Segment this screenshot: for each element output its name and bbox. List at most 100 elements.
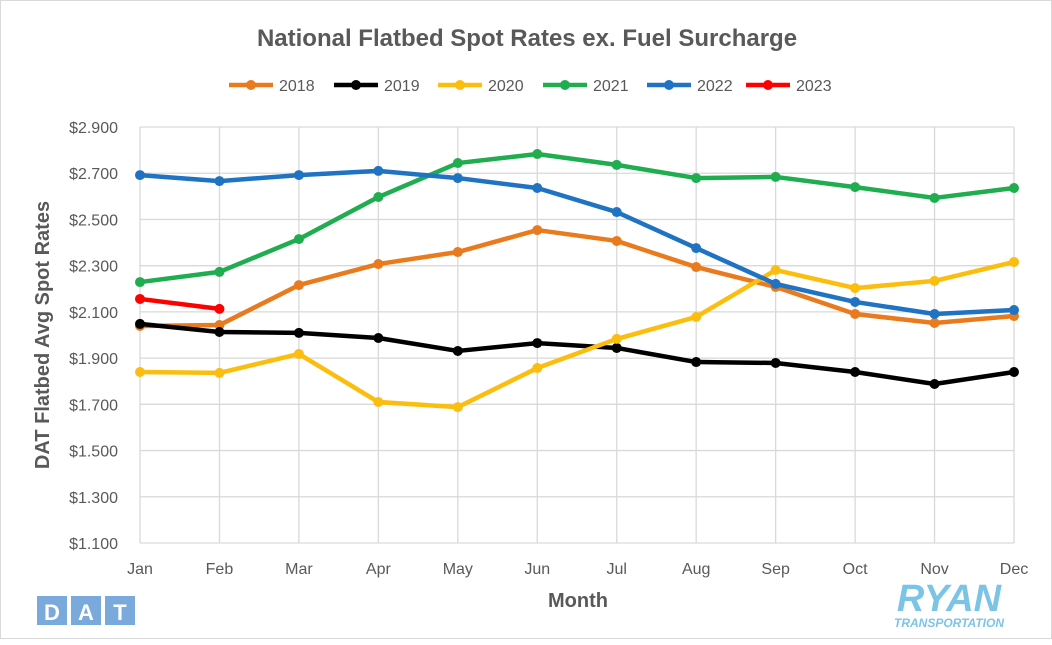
data-point: [691, 243, 702, 254]
data-point: [452, 158, 463, 169]
y-tick-label: $2.700: [69, 166, 118, 183]
x-tick-label: Oct: [843, 561, 868, 578]
x-tick-label: Dec: [1000, 561, 1028, 578]
data-point: [532, 183, 543, 194]
series-line-2021: [139, 151, 1015, 285]
x-tick-labels: Jan Feb Mar Apr May Jun Jul Aug Sep Oct Nov Dec: [127, 561, 1028, 578]
data-point: [214, 367, 225, 378]
data-point: [850, 283, 861, 294]
x-tick-label: Feb: [206, 561, 234, 578]
series-2019: [135, 318, 1019, 389]
legend-entry-2018: 2018: [279, 78, 315, 95]
data-point: [611, 159, 622, 170]
y-tick-label: $1.900: [69, 351, 118, 368]
x-tick-label: May: [443, 561, 473, 578]
data-point: [452, 173, 463, 184]
data-point: [293, 327, 304, 338]
data-point: [850, 366, 861, 377]
data-point: [850, 308, 861, 319]
data-point: [611, 235, 622, 246]
data-point: [691, 173, 702, 184]
data-point: [135, 277, 145, 288]
series-2018: [135, 225, 1019, 331]
y-tick-labels: $1.100 $1.300 $1.500 $1.700 $1.900 $2.100 $2.3…: [69, 120, 118, 553]
x-tick-label: Aug: [682, 561, 710, 578]
data-point: [452, 345, 463, 356]
data-point: [214, 326, 225, 337]
data-point: [929, 192, 940, 203]
series-2020: [135, 256, 1019, 413]
data-point: [373, 192, 384, 203]
y-tick-label: $1.100: [69, 536, 118, 553]
legend: 2018 2019 2020 2021 2022 2023: [229, 78, 832, 95]
data-point: [929, 308, 940, 319]
legend-entry-2022: 2022: [697, 78, 733, 95]
data-point: [373, 333, 384, 344]
x-tick-label: Mar: [285, 561, 313, 578]
data-point: [135, 293, 145, 304]
svg-text:A: A: [78, 600, 94, 625]
y-axis-label: DAT Flatbed Avg Spot Rates: [32, 201, 54, 469]
data-point: [373, 397, 384, 408]
series-2022: [135, 165, 1019, 319]
series-line-2018: [139, 227, 1015, 329]
legend-entry-2023: 2023: [796, 78, 832, 95]
data-point: [135, 366, 145, 377]
y-tick-label: $1.300: [69, 490, 118, 507]
data-point: [1009, 183, 1019, 194]
legend-swatch-marker: [246, 80, 256, 90]
data-point: [532, 338, 543, 349]
data-point: [691, 262, 702, 273]
data-point: [929, 378, 940, 389]
data-point: [293, 348, 304, 359]
x-tick-label: Jul: [607, 561, 627, 578]
legend-swatch-marker: [763, 80, 773, 90]
x-tick-label: Sep: [761, 561, 790, 578]
data-point: [770, 278, 781, 289]
x-tick-label: Apr: [366, 561, 392, 578]
data-point: [373, 259, 384, 270]
data-point: [691, 311, 702, 322]
y-tick-label: $2.300: [69, 259, 118, 276]
data-point: [293, 170, 304, 181]
data-point: [611, 207, 622, 218]
data-point: [532, 149, 543, 160]
data-point: [691, 357, 702, 368]
data-point: [214, 176, 225, 187]
y-tick-label: $1.700: [69, 397, 118, 414]
legend-swatch-marker: [455, 80, 465, 90]
data-point: [1009, 256, 1019, 267]
data-point: [611, 342, 622, 353]
legend-entry-2020: 2020: [488, 78, 524, 95]
svg-text:D: D: [44, 600, 60, 625]
series-line-2020: [139, 259, 1015, 410]
data-point: [293, 234, 304, 245]
data-point: [452, 402, 463, 413]
legend-swatch-marker: [351, 80, 361, 90]
legend-swatch-marker: [560, 80, 570, 90]
data-point: [532, 363, 543, 374]
x-tick-label: Nov: [920, 561, 948, 578]
data-point: [214, 320, 225, 331]
data-point: [1009, 305, 1019, 316]
y-tick-label: $2.900: [69, 120, 118, 137]
data-point: [850, 182, 861, 193]
data-point: [850, 296, 861, 307]
data-point: [1009, 366, 1019, 377]
data-point: [214, 266, 225, 277]
data-point: [293, 280, 304, 291]
data-point: [135, 318, 145, 329]
data-point: [929, 317, 940, 328]
data-point: [452, 247, 463, 258]
series-2021: [135, 149, 1019, 288]
y-tick-label: $2.100: [69, 305, 118, 322]
series-2023: [135, 293, 225, 314]
data-point: [532, 225, 543, 236]
x-axis-label: Month: [548, 590, 608, 612]
data-point: [770, 357, 781, 368]
x-tick-label: Jun: [524, 561, 550, 578]
legend-swatch-marker: [664, 80, 674, 90]
series-line-2019: [139, 321, 1015, 387]
